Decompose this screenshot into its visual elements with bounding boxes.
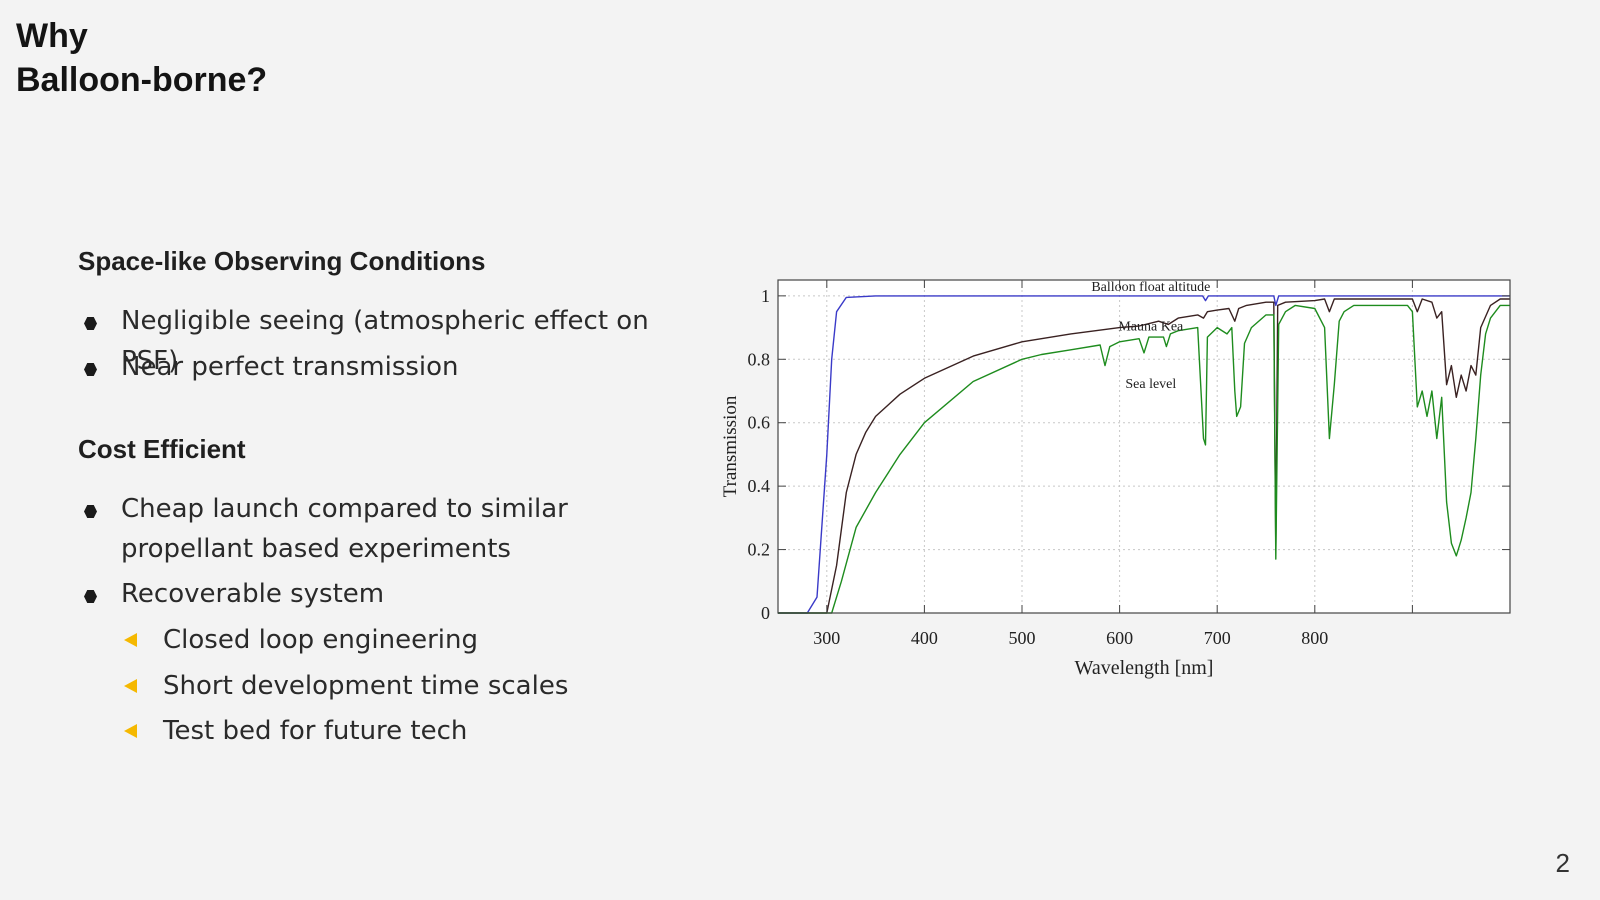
- sub-bullet-text: Closed loop engineering: [163, 625, 478, 655]
- triangle-bullet-icon: [124, 633, 137, 647]
- y-tick-label: 0.6: [748, 413, 771, 433]
- series-annotation: Mauna Kea: [1118, 320, 1184, 335]
- series-annotation: Sea level: [1125, 377, 1176, 392]
- bullet-item: Near perfect transmission: [84, 347, 684, 387]
- x-tick-label: 400: [911, 628, 938, 648]
- bullet-icon: [84, 363, 97, 376]
- bullet-item: Negligible seeing (atmospheric effect on…: [84, 301, 684, 381]
- triangle-bullet-icon: [124, 679, 137, 693]
- x-tick-label: 600: [1106, 628, 1133, 648]
- bullet-icon: [84, 590, 97, 603]
- series-line-balloon-float-altitude: [778, 295, 1510, 614]
- plot-area: [778, 280, 1510, 613]
- triangle-bullet-icon: [124, 724, 137, 738]
- sub-bullet-text: Short development time scales: [163, 671, 569, 701]
- x-tick-label: 300: [813, 628, 840, 648]
- sub-bullet-item: Short development time scales: [124, 666, 568, 706]
- y-axis-label: Transmission: [720, 395, 741, 497]
- title-line-2: Balloon-borne?: [16, 61, 268, 99]
- y-tick-label: 0: [761, 603, 770, 623]
- plot-frame: [777, 279, 1511, 614]
- bullet-text: Recoverable system: [121, 579, 385, 609]
- bullet-text: Near perfect transmission: [121, 352, 459, 382]
- bullet-item: Cheap launch compared to similar propell…: [84, 489, 654, 569]
- section-heading-cost-efficient: Cost Efficient: [78, 434, 246, 464]
- x-tick-label: 700: [1204, 628, 1231, 648]
- page-number: 2: [1555, 848, 1570, 878]
- y-tick-label: 0.4: [748, 476, 771, 496]
- x-tick-label: 800: [1301, 628, 1328, 648]
- sub-bullet-item: Test bed for future tech: [124, 711, 467, 751]
- x-tick-label: 500: [1009, 628, 1036, 648]
- bullet-item: Recoverable system: [84, 574, 684, 614]
- x-tick-label: [1410, 628, 1415, 648]
- bullet-icon: [84, 505, 97, 518]
- bullet-text: Cheap launch compared to similar propell…: [121, 494, 568, 564]
- bullet-text: Negligible seeing (atmospheric effect on…: [121, 306, 649, 376]
- section-heading-space-like: Space-like Observing Conditions: [78, 246, 486, 276]
- series-line-mauna-kea: [778, 298, 1510, 614]
- x-axis-label: Wavelength [nm]: [1075, 657, 1214, 679]
- series-annotation: Balloon float altitude: [1091, 280, 1210, 295]
- sub-bullet-item: Closed loop engineering: [124, 620, 478, 660]
- title-line-1: Why: [16, 17, 88, 55]
- slide-title: Why Balloon-borne?: [16, 14, 267, 102]
- y-tick-label: 0.2: [748, 540, 771, 560]
- y-tick-label: 1: [761, 286, 770, 306]
- series-line-sea-level: [778, 304, 1510, 614]
- bullet-icon: [84, 317, 97, 330]
- y-tick-label: 0.8: [748, 349, 771, 369]
- sub-bullet-text: Test bed for future tech: [163, 716, 468, 746]
- transmission-chart: 300 400 500 600 700 800 0 0.2 0.4 0.6 0.8 1 Wavelen…: [720, 279, 1511, 679]
